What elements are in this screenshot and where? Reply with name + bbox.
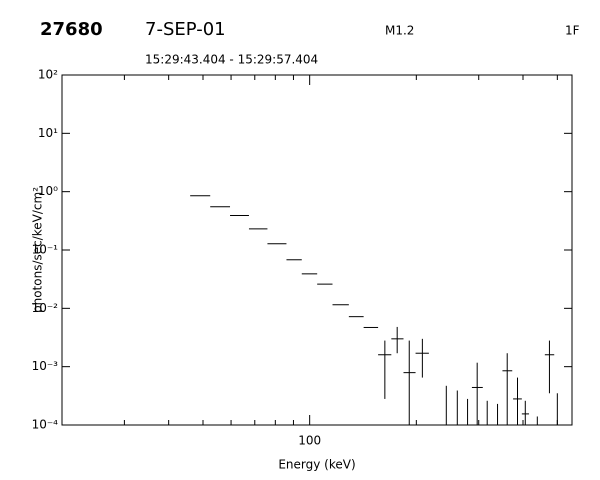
y-tick-label: 10¹ — [38, 126, 58, 140]
y-tick-label: 10⁻¹ — [32, 243, 59, 257]
y-tick-label: 10⁰ — [38, 184, 58, 198]
x-tick-label: 100 — [298, 434, 321, 448]
y-axis-label: photons/sec/keV/cm² — [31, 187, 45, 313]
y-tick-label: 10⁻⁴ — [32, 418, 59, 432]
flag: 1F — [565, 24, 580, 38]
x-axis-label: Energy (keV) — [278, 458, 355, 472]
plot-frame — [61, 74, 573, 426]
y-tick-label: 10⁻² — [32, 301, 59, 315]
date: 7-SEP-01 — [145, 19, 226, 40]
flare-class: M1.2 — [385, 24, 414, 38]
y-tick-label: 10² — [38, 68, 58, 82]
time-range: 15:29:43.404 - 15:29:57.404 — [145, 53, 318, 67]
y-tick-label: 10⁻³ — [32, 359, 59, 373]
obs-id: 27680 — [40, 19, 103, 40]
